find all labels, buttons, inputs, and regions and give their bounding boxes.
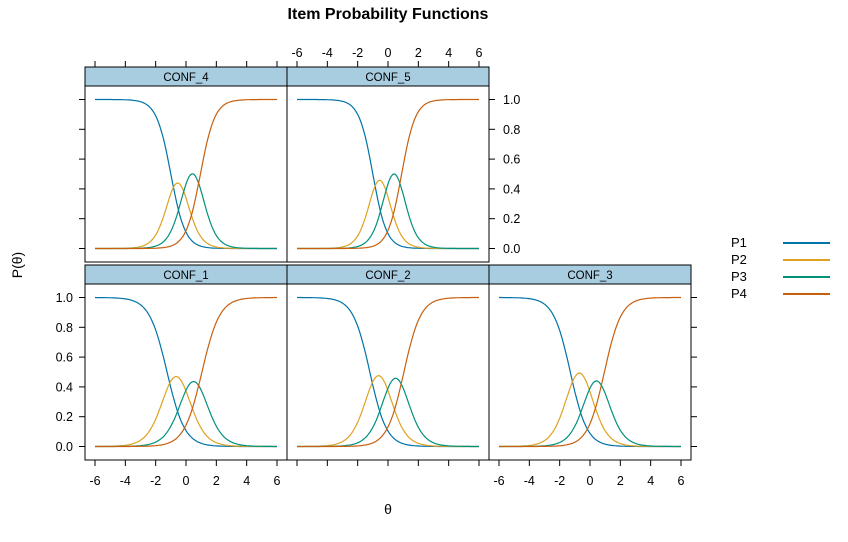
y-tick-label-left: 0.2 — [56, 410, 73, 424]
legend-entry: P4 — [731, 285, 830, 302]
x-tick-label-bottom: 4 — [243, 474, 250, 488]
legend-entry: P2 — [731, 251, 830, 268]
y-tick-label-right: 0.6 — [503, 153, 520, 167]
legend-label: P3 — [731, 269, 747, 284]
x-tick-label-top: 4 — [445, 46, 452, 60]
curve-P4-CONF_1 — [95, 296, 277, 448]
legend-line-swatch — [783, 275, 830, 278]
x-tick-label-bottom: 0 — [183, 474, 190, 488]
plot-title: Item Probability Functions — [287, 6, 489, 23]
x-tick-label-bottom: -4 — [120, 474, 131, 488]
y-tick-label-right: 0.4 — [503, 182, 520, 196]
legend-label: P4 — [731, 286, 747, 301]
x-tick-label-top: 2 — [415, 46, 422, 60]
y-tick-label-right: 0.8 — [503, 123, 520, 137]
curve-P4-CONF_3 — [499, 296, 681, 448]
legend-line-swatch — [783, 292, 830, 295]
panel-CONF_2 — [286, 283, 490, 461]
curve-P4-CONF_4 — [95, 98, 277, 250]
x-tick-label-bottom: 2 — [213, 474, 220, 488]
panel-CONF_5 — [286, 85, 490, 263]
strip-CONF_3 — [488, 264, 692, 285]
x-tick-label-bottom: -6 — [493, 474, 504, 488]
y-tick-label-left: 0.0 — [56, 440, 73, 454]
legend-line-swatch — [783, 241, 830, 244]
strip-label: CONF_1 — [163, 270, 208, 282]
x-tick-label-bottom: -4 — [524, 474, 535, 488]
curve-P4-CONF_2 — [297, 296, 479, 448]
x-tick-label-top: 0 — [385, 46, 392, 60]
y-tick-label-right: 1.0 — [503, 93, 520, 107]
legend-entry: P1 — [731, 234, 830, 251]
strip-label: CONF_4 — [163, 72, 209, 84]
legend-label: P2 — [731, 252, 747, 267]
x-tick-label-bottom: -6 — [89, 474, 100, 488]
y-tick-label-left: 0.4 — [56, 380, 73, 394]
legend-label: P1 — [731, 235, 747, 250]
y-tick-label-right: 0.2 — [503, 212, 520, 226]
strip-label: CONF_3 — [567, 270, 612, 282]
panel-CONF_3 — [488, 283, 692, 461]
legend: P1 P2 P3 P4 — [731, 234, 830, 302]
y-tick-label-left: 0.6 — [56, 351, 73, 365]
x-tick-label-top: 6 — [476, 46, 483, 60]
x-tick-label-bottom: 0 — [587, 474, 594, 488]
x-tick-label-top: -2 — [352, 46, 363, 60]
x-tick-label-bottom: -2 — [554, 474, 565, 488]
y-tick-label-left: 0.8 — [56, 321, 73, 335]
y-tick-label-right: 0.0 — [503, 242, 520, 256]
legend-line-swatch — [783, 258, 830, 261]
x-tick-label-bottom: 6 — [678, 474, 685, 488]
panel-CONF_4 — [84, 85, 288, 263]
y-tick-label-left: 1.0 — [56, 291, 73, 305]
x-tick-label-bottom: -2 — [150, 474, 161, 488]
legend-entry: P3 — [731, 268, 830, 285]
y-axis-title: P(θ) — [9, 251, 25, 279]
x-tick-label-bottom: 2 — [617, 474, 624, 488]
x-tick-label-top: -4 — [322, 46, 333, 60]
x-tick-label-bottom: 4 — [647, 474, 654, 488]
strip-label: CONF_2 — [365, 270, 410, 282]
x-tick-label-top: -6 — [291, 46, 302, 60]
strip-label: CONF_5 — [365, 72, 410, 84]
x-tick-label-bottom: 6 — [274, 474, 281, 488]
x-axis-title: θ — [384, 501, 392, 517]
panel-CONF_1 — [84, 283, 288, 461]
curve-P4-CONF_5 — [297, 98, 479, 250]
